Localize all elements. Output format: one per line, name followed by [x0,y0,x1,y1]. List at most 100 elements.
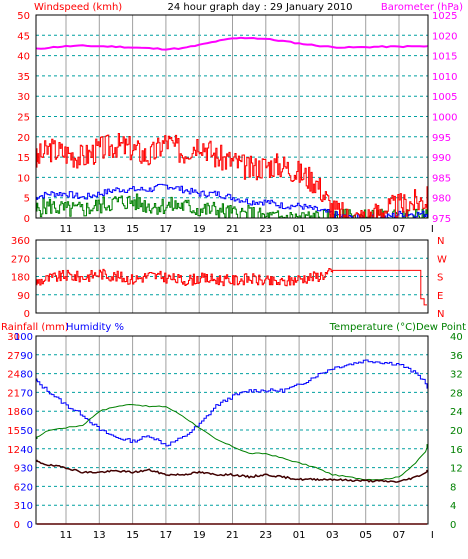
windspeed-axis-ticks: 0 5 10 15 20 25 30 35 40 45 50 [17,11,30,225]
rainfall-tick-label: 21 [7,388,20,399]
rainfall-tick-label: 12 [7,445,20,456]
x-tick-label: 07 [393,530,406,541]
rainfall-tick-label: 27 [7,351,20,362]
direction-compass-label: N [437,236,444,247]
direction-degree-tick-label: 0 [24,309,30,320]
x-tick-label: 19 [193,530,206,541]
temperature-tick-label: 36 [450,351,463,362]
x-tick-label: 05 [359,224,372,235]
temperature-tick-label: 8 [450,482,456,493]
humidity-tick-label: 30 [20,464,33,475]
rainfall-tick-label: 0 [14,520,20,531]
x-tick-label: 03 [326,530,339,541]
humidity-tick-label: 100 [14,332,33,343]
rainfall-axis-ticks: 0 3 6 9 12 15 18 21 24 27 30 [7,332,20,531]
rainfall-tick-label: 3 [14,501,20,512]
x-tick-label: 15 [126,224,139,235]
dew-point-line [36,459,428,483]
x-tick-label: I [431,224,434,235]
x-tick-label: 17 [160,224,173,235]
barometer-line [36,36,428,51]
windspeed-line [36,133,428,219]
x-tick-label: I [431,530,434,541]
windspeed-tick-label: 50 [17,11,30,22]
rain-humidity-temperature-panel: Rainfall (mm) Humidity % Temperature (°C… [1,322,466,541]
barometer-axis-ticks: 975 980 985 990 995 1000 1005 1010 1015 1020 1025 [432,11,457,225]
humidity-tick-label: 40 [20,445,33,456]
direction-degree-tick-label: 180 [11,273,30,284]
windspeed-axis-title: Windspeed (kmh) [34,2,122,13]
humidity-line [36,359,428,447]
x-tick-label: 15 [126,530,139,541]
humidity-tick-label: 20 [20,482,33,493]
rainfall-tick-label: 30 [7,332,20,343]
direction-degree-tick-label: 90 [17,291,30,302]
humidity-tick-label: 60 [20,407,33,418]
wind-barometer-panel: Windspeed (kmh) 24 hour graph day : 29 J… [17,2,463,235]
windspeed-tick-label: 25 [17,113,30,124]
temperature-tick-label: 12 [450,464,463,475]
x-tick-label: 01 [293,530,306,541]
panel2-frame [35,239,429,314]
panel2-series [36,268,427,306]
windspeed-tick-label: 30 [17,92,30,103]
panel3-x-axis-ticks: 11 13 15 17 19 21 23 01 03 05 07 I [60,530,434,541]
barometer-axis-title: Barometer (hPa) [381,2,463,13]
humidity-tick-label: 90 [20,351,33,362]
windspeed-tick-label: 15 [17,153,30,164]
direction-degree-tick-label: 270 [11,254,30,265]
x-tick-label: 21 [226,530,239,541]
temperature-dewpoint-axis-title: Temperature (°C)Dew Point [329,322,466,333]
humidity-axis-title: Humidity % [66,322,124,333]
rainfall-tick-label: 15 [7,426,20,437]
panel3-frame [35,335,429,525]
barometer-tick-label: 1005 [432,92,457,103]
direction-degree-axis-ticks: 0 90 180 270 360 [11,236,30,320]
x-tick-label: 13 [93,530,106,541]
temperature-tick-label: 16 [450,445,463,456]
x-tick-label: 11 [60,224,73,235]
panel1-frame [35,14,429,219]
temperature-tick-label: 32 [450,370,463,381]
panel1-grid [36,15,428,218]
barometer-tick-label: 1020 [432,31,457,42]
humidity-tick-label: 0 [27,520,33,531]
direction-degree-tick-label: 360 [11,236,30,247]
x-tick-label: 23 [259,224,272,235]
x-tick-label: 17 [160,530,173,541]
rainfall-tick-label: 24 [7,370,20,381]
x-tick-label: 21 [226,224,239,235]
direction-compass-label: W [437,254,447,265]
x-tick-label: 03 [326,224,339,235]
barometer-tick-label: 1000 [432,113,457,124]
panel3-grid [36,336,428,524]
rainfall-tick-label: 6 [14,482,20,493]
humidity-tick-label: 70 [20,388,33,399]
panel1-x-axis-ticks: 11 13 15 17 19 21 23 01 03 05 07 I [60,224,434,235]
wind-direction-calm-line [332,269,427,306]
rainfall-tick-label: 18 [7,407,20,418]
temperature-tick-label: 40 [450,332,463,343]
barometer-tick-label: 1010 [432,72,457,83]
windspeed-tick-label: 20 [17,133,30,144]
windspeed-tick-label: 35 [17,72,30,83]
direction-compass-label: E [437,291,443,302]
x-tick-label: 11 [60,530,73,541]
x-tick-label: 13 [93,224,106,235]
temperature-tick-label: 4 [450,501,456,512]
barometer-tick-label: 980 [432,194,451,205]
x-tick-label: 05 [359,530,372,541]
x-tick-label: 01 [293,224,306,235]
barometer-tick-label: 990 [432,153,451,164]
barometer-tick-label: 985 [432,173,451,184]
windspeed-tick-label: 0 [24,214,30,225]
x-tick-label: 19 [193,224,206,235]
barometer-tick-label: 1025 [432,11,457,22]
windspeed-tick-label: 45 [17,31,30,42]
windspeed-tick-label: 10 [17,173,30,184]
temperature-tick-label: 24 [450,407,463,418]
